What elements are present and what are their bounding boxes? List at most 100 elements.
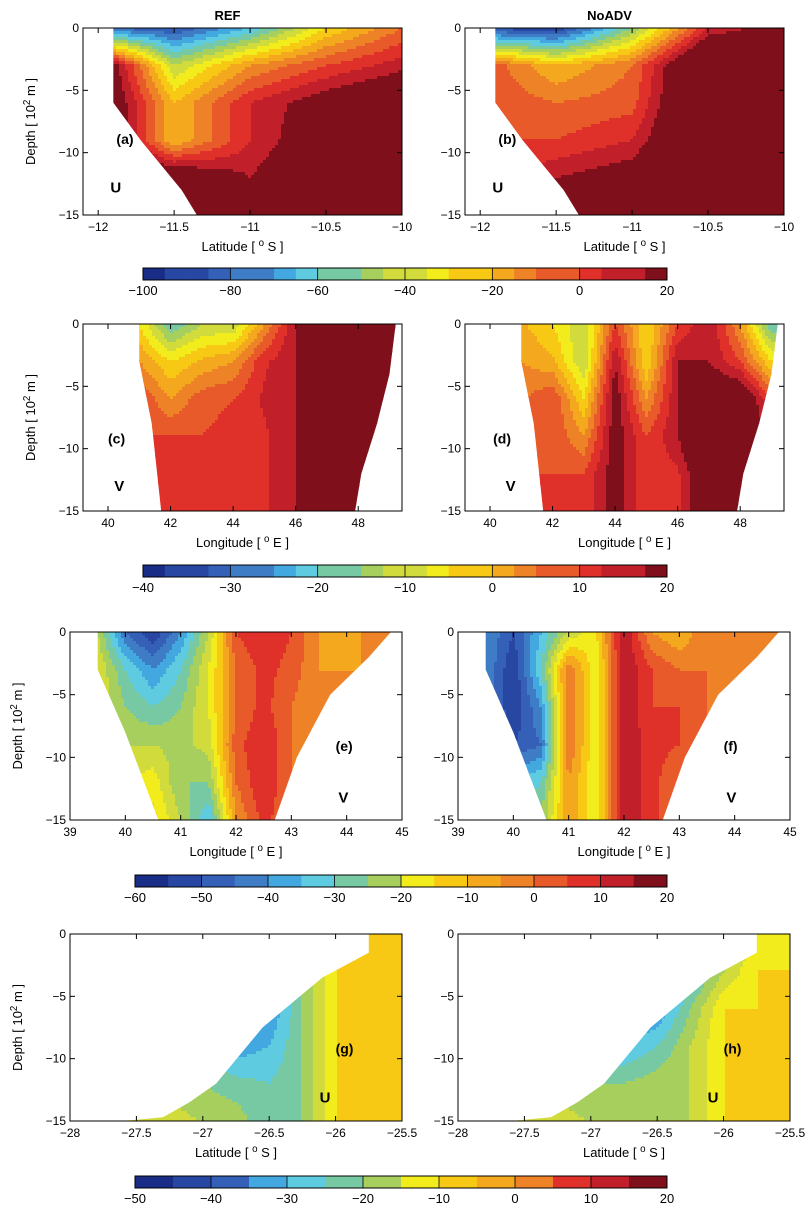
field-cell [386,88,390,92]
field-cell [116,31,120,35]
field-cell [113,106,117,110]
field-cell [377,145,381,149]
field-cell [161,166,165,170]
field-cell [197,148,201,152]
field-cell [164,46,168,50]
field-cell [101,133,104,136]
field-cell [269,166,273,170]
field-cell [338,103,342,107]
field-cell [251,106,255,110]
field-cell [122,115,126,119]
field-cell [242,103,246,107]
field-cell [185,112,189,116]
field-cell [311,52,315,56]
field-cell [344,31,348,35]
field-cell [236,103,240,107]
field-cell [284,40,288,44]
field-cell [341,154,345,158]
field-cell [386,109,390,113]
field-cell [83,76,86,79]
field-cell [266,112,270,116]
field-cell [398,85,402,89]
field-cell [152,133,156,137]
field-cell [86,82,89,85]
field-cell [125,157,129,161]
field-cell [185,31,189,35]
field-cell [356,82,360,86]
field-cell [302,100,306,104]
field-cell [224,145,228,149]
field-cell [224,130,228,134]
field-cell [263,115,267,119]
field-cell [107,49,110,52]
field-cell [302,76,306,80]
field-cell [101,154,104,157]
field-cell [137,94,141,98]
field-cell [167,73,171,77]
field-cell [329,61,333,65]
field-cell [92,160,95,163]
field-cell [83,157,86,160]
field-cell [326,160,330,164]
field-cell [287,148,291,152]
field-cell [260,46,264,50]
field-cell [287,43,291,47]
field-cell [284,157,288,161]
field-cell [248,79,252,83]
field-cell [236,31,240,35]
field-cell [236,58,240,62]
field-cell [149,124,153,128]
field-cell [119,148,123,152]
field-cell [152,151,156,155]
field-cell [335,133,339,137]
field-cell [221,37,225,41]
field-cell [116,121,120,125]
field-cell [158,142,162,146]
field-cell [338,88,342,92]
field-cell [377,61,381,65]
field-cell [356,133,360,137]
field-cell [302,88,306,92]
field-cell [140,34,144,38]
field-cell [308,46,312,50]
field-cell [98,151,101,154]
field-cell [290,118,294,122]
field-cell [260,43,264,47]
field-cell [107,55,110,58]
field-cell [203,142,207,146]
field-cell [140,49,144,53]
field-cell [83,166,86,169]
field-cell [131,103,135,107]
field-cell [191,145,195,149]
field-cell [344,103,348,107]
field-cell [107,70,110,73]
field-cell [137,37,141,41]
field-cell [386,118,390,122]
field-cell [350,118,354,122]
field-cell [173,67,177,71]
field-cell [173,34,177,38]
field-cell [131,127,135,131]
field-cell [338,37,342,41]
field-cell [140,142,144,146]
field-cell [155,46,159,50]
field-cell [326,157,330,161]
field-cell [194,115,198,119]
field-cell [275,46,279,50]
field-cell [350,73,354,77]
field-cell [362,31,366,35]
field-cell [275,157,279,161]
field-cell [215,64,219,68]
field-cell [101,100,104,103]
field-cell [176,58,180,62]
field-cell [203,97,207,101]
field-cell [287,100,291,104]
field-cell [368,61,372,65]
field-cell [101,139,104,142]
field-cell [293,49,297,53]
field-cell [326,58,330,62]
field-cell [248,112,252,116]
field-cell [161,133,165,137]
field-cell [131,148,135,152]
field-cell [149,73,153,77]
